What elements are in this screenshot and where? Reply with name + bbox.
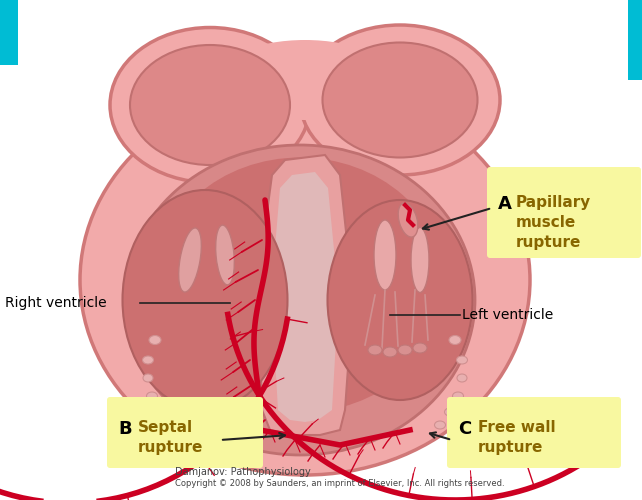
Text: A: A: [498, 195, 512, 213]
Ellipse shape: [411, 228, 429, 292]
Ellipse shape: [130, 45, 290, 165]
Ellipse shape: [435, 421, 446, 429]
Ellipse shape: [155, 158, 445, 412]
Ellipse shape: [216, 225, 234, 285]
Ellipse shape: [444, 408, 456, 416]
Bar: [0, 0, 18, 65]
Ellipse shape: [149, 336, 161, 344]
Text: Right ventricle: Right ventricle: [5, 296, 107, 310]
Ellipse shape: [125, 145, 475, 455]
Ellipse shape: [383, 347, 397, 357]
Ellipse shape: [327, 200, 473, 400]
Ellipse shape: [413, 343, 427, 353]
Ellipse shape: [456, 356, 467, 364]
Text: C: C: [458, 420, 471, 438]
Ellipse shape: [155, 408, 166, 416]
Ellipse shape: [398, 345, 412, 355]
FancyBboxPatch shape: [447, 397, 621, 468]
Ellipse shape: [80, 85, 530, 475]
Text: Free wall
rupture: Free wall rupture: [478, 420, 555, 455]
Ellipse shape: [453, 392, 464, 400]
Ellipse shape: [449, 336, 461, 344]
FancyBboxPatch shape: [107, 397, 263, 468]
Ellipse shape: [322, 42, 478, 158]
Text: Left ventricle: Left ventricle: [462, 308, 553, 322]
Ellipse shape: [457, 374, 467, 382]
Ellipse shape: [178, 228, 202, 292]
Polygon shape: [260, 155, 350, 435]
Ellipse shape: [374, 220, 396, 290]
Polygon shape: [274, 172, 336, 422]
Ellipse shape: [146, 392, 157, 400]
Ellipse shape: [123, 190, 288, 410]
Ellipse shape: [398, 203, 418, 237]
Ellipse shape: [166, 421, 177, 429]
Text: B: B: [118, 420, 132, 438]
Text: Septal
rupture: Septal rupture: [138, 420, 204, 455]
Ellipse shape: [143, 356, 153, 364]
FancyBboxPatch shape: [487, 167, 641, 258]
Ellipse shape: [215, 40, 395, 120]
Ellipse shape: [143, 374, 153, 382]
Ellipse shape: [110, 28, 310, 182]
Ellipse shape: [368, 345, 382, 355]
Text: Damjanov: Pathophysiology: Damjanov: Pathophysiology: [175, 467, 311, 477]
Ellipse shape: [300, 25, 500, 175]
Text: Papillary
muscle
rupture: Papillary muscle rupture: [516, 195, 591, 250]
Bar: [628, 0, 642, 80]
Text: Copyright © 2008 by Saunders, an imprint of Elsevier, Inc. All rights reserved.: Copyright © 2008 by Saunders, an imprint…: [175, 479, 505, 488]
